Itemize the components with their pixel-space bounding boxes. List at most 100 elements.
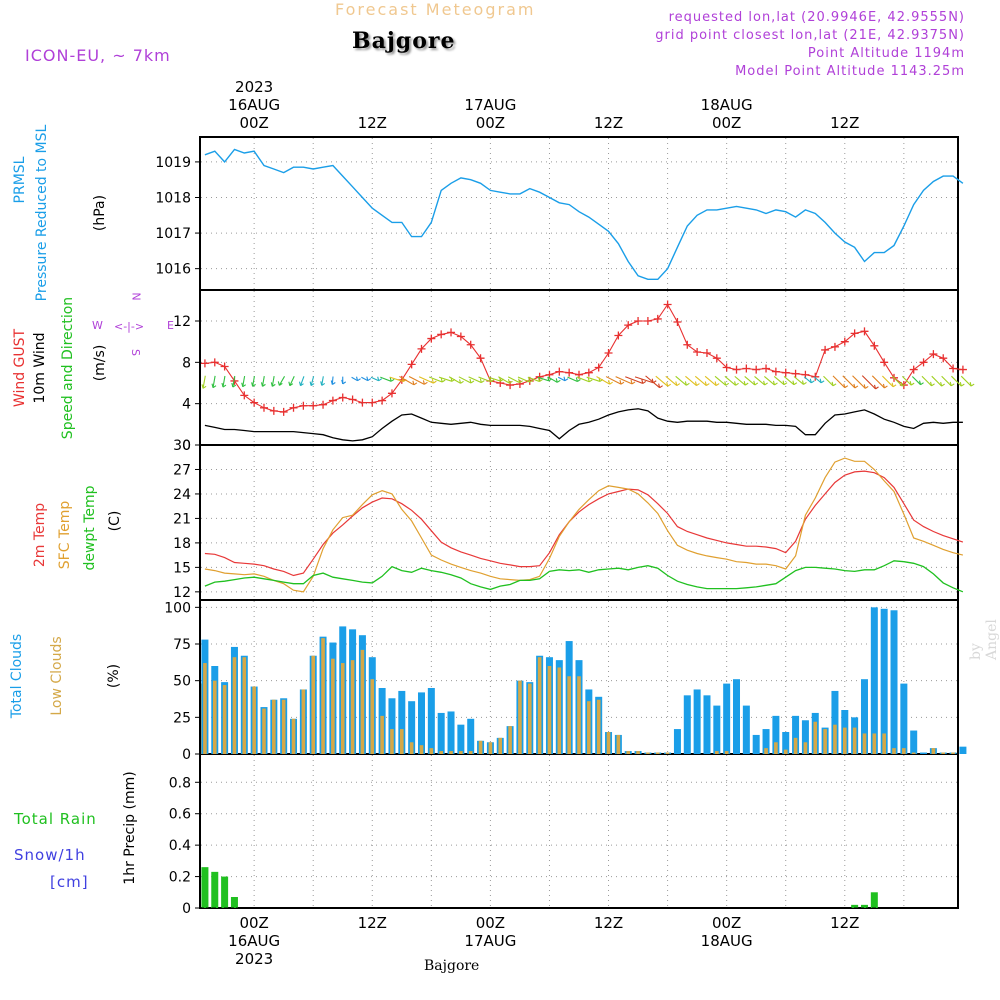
wind-arrow-head: [555, 378, 561, 383]
wind-arrow-head: [684, 381, 690, 386]
low-cloud-bar: [518, 680, 522, 754]
low-cloud-bar: [439, 751, 443, 754]
low-cloud-bar: [911, 752, 916, 754]
wind-arrow: [911, 376, 921, 386]
low-cloud-bar: [715, 751, 719, 754]
t2m-line: [204, 470, 964, 577]
gust-marker: [742, 364, 751, 373]
wind-arrow: [881, 375, 894, 388]
y-tick-label-4: 0.4: [169, 838, 191, 854]
wind-arrow: [271, 376, 275, 387]
wind-arrow-head: [940, 381, 945, 387]
low-cloud-bar: [941, 752, 946, 754]
low-cloud-bar: [468, 751, 473, 754]
gust-marker: [309, 401, 318, 410]
grid-point-coords: grid point closest lon,lat (21E, 42.9375…: [655, 28, 965, 43]
wind-arrow: [252, 376, 255, 387]
wind-arrow-head: [891, 382, 897, 388]
gust-marker: [870, 341, 879, 350]
wind-arrow-head: [277, 381, 283, 386]
y-tick-label-1: 4: [182, 397, 191, 413]
wind-arrow-head: [377, 376, 383, 382]
wind-arrow-head: [389, 377, 395, 382]
wind-arrow: [813, 376, 822, 384]
wind-arrow: [891, 375, 903, 387]
wind-arrow-head: [630, 379, 636, 385]
wind-arrow-head: [356, 376, 361, 382]
wind-arrow: [861, 375, 876, 390]
wind-arrow: [931, 375, 943, 387]
y-tick-label-4: 0.8: [169, 775, 191, 791]
wind-arrow: [734, 375, 746, 386]
gust-marker: [210, 358, 219, 367]
wind-arrow-head: [753, 380, 759, 386]
total-cloud-bar: [772, 715, 780, 754]
gust-marker: [821, 345, 830, 354]
y-tick-label-2: 15: [173, 560, 191, 576]
wind-arrow-head: [479, 378, 485, 384]
total-cloud-bar: [723, 683, 731, 754]
model-label: ICON-EU, ~ 7km: [25, 46, 171, 65]
gust-marker: [693, 348, 702, 356]
top-time-tick-label: 12Z: [830, 114, 859, 132]
gust-marker: [417, 344, 426, 353]
low-cloud-bar: [842, 727, 847, 754]
total-cloud-bar: [860, 679, 868, 754]
low-cloud-bar: [636, 751, 640, 754]
wind-arrow-head: [900, 381, 906, 387]
low-cloud-bar: [852, 727, 857, 754]
wind-arrow: [714, 375, 727, 386]
y-tick-label-3: 100: [164, 600, 191, 616]
wind-arrow-head: [959, 381, 965, 387]
wind-arrow-head: [489, 377, 495, 383]
gust-marker: [663, 300, 672, 309]
low-cloud-bar: [665, 752, 670, 754]
bottom-location-label: Bajgore: [424, 958, 480, 974]
wind-arrow-head: [341, 379, 347, 385]
wind-arrow: [605, 376, 622, 385]
requested-coords: requested lon,lat (20.9946E, 42.9555N): [668, 10, 965, 25]
gust-marker: [614, 331, 623, 340]
total-cloud-bar: [437, 712, 445, 754]
low-cloud-bar: [212, 680, 217, 754]
wind-arrow: [951, 375, 962, 387]
total-cloud-bar: [457, 724, 465, 754]
gust-marker: [447, 328, 456, 337]
low-cloud-bar: [380, 715, 384, 754]
wind-arrow: [278, 376, 286, 386]
wind-arrow: [310, 376, 315, 386]
total-cloud-bar: [408, 701, 416, 754]
wind-arrow-head: [930, 381, 935, 387]
bottom-time-tick-label: 18AUG: [701, 932, 753, 950]
gust-marker: [269, 406, 278, 415]
wind-arrow-head: [431, 378, 437, 384]
gust-marker: [319, 400, 328, 409]
bottom-time-tick-label: 2023: [235, 950, 273, 968]
sfc-temp-line: [204, 457, 964, 593]
wind-arrow: [665, 375, 678, 386]
gust-marker: [289, 403, 298, 412]
wind-arrow: [783, 376, 795, 386]
total-cloud-bar: [900, 683, 908, 754]
wind-arrow: [517, 376, 530, 383]
wind-arrow: [902, 375, 912, 386]
gust-marker: [702, 349, 711, 358]
low-cloud-bar: [616, 734, 621, 754]
total-cloud-bar: [890, 610, 898, 754]
wind-arrow: [537, 376, 549, 382]
total-cloud-bar: [959, 746, 967, 754]
low-cloud-bar: [774, 742, 778, 754]
gust-marker: [850, 329, 859, 338]
wind-arrow: [547, 376, 558, 383]
precip-bar: [230, 897, 238, 908]
wind-arrow: [596, 376, 610, 385]
gust-marker: [555, 367, 564, 376]
gust-marker: [466, 340, 475, 349]
low-cloud-bar: [232, 657, 237, 754]
wind-arrow-head: [882, 383, 888, 389]
low-cloud-bar: [783, 749, 788, 754]
wind-arrow-head: [782, 380, 788, 386]
wind-arrow-head: [641, 379, 647, 384]
wind-arrow: [507, 376, 520, 384]
